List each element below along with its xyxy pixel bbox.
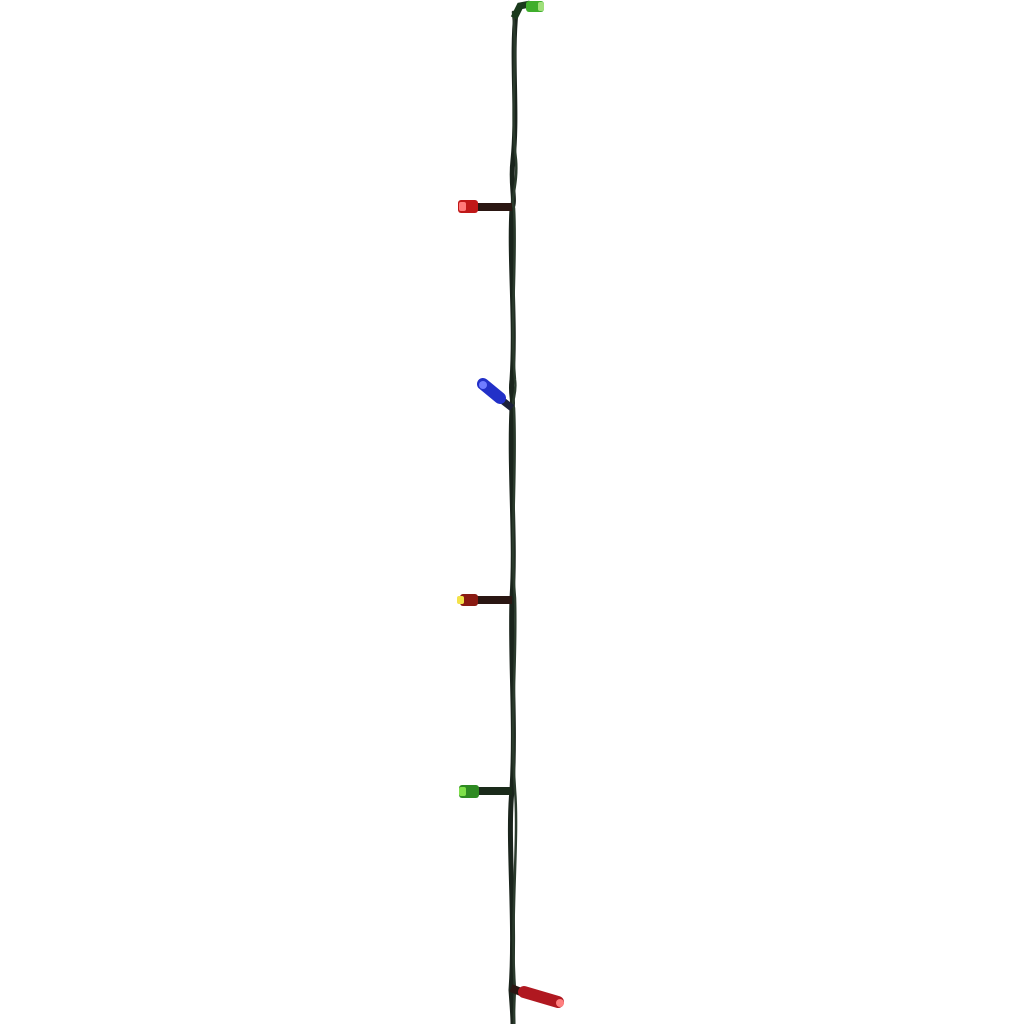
bulb-yellow: [457, 594, 512, 606]
bulb-green: [510, 0, 544, 20]
bulb-blue: [477, 378, 515, 411]
wire: [507, 9, 519, 1024]
bulb-green: [459, 785, 512, 798]
bulb-red: [509, 984, 564, 1008]
bulb-red: [458, 200, 512, 213]
